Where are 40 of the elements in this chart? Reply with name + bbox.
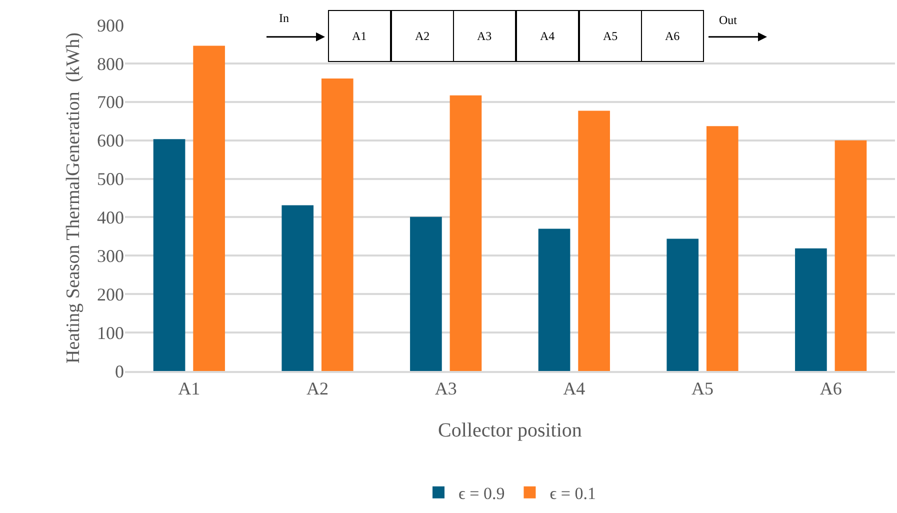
x-tick-label: A5 xyxy=(692,378,714,398)
y-tick-label: 100 xyxy=(97,322,124,343)
bar xyxy=(578,110,610,371)
annotation: A6 xyxy=(664,29,680,43)
legend-label: ϵ = 0.1 xyxy=(550,484,596,503)
y-tick-label: 700 xyxy=(97,92,124,112)
annotation: A2 xyxy=(414,29,430,43)
bar xyxy=(153,139,186,371)
bar xyxy=(450,95,482,371)
y-tick-label: 300 xyxy=(97,246,124,266)
annotation: In xyxy=(279,11,289,25)
x-tick-label: A3 xyxy=(434,378,457,398)
x-tick-label: A2 xyxy=(306,378,328,398)
y-tick-label: 500 xyxy=(97,169,124,190)
x-tick-label: A6 xyxy=(820,378,842,398)
annotation: A5 xyxy=(602,29,618,43)
y-tick-label: 200 xyxy=(97,284,124,304)
annotation: A3 xyxy=(476,29,492,43)
y-tick-label: 400 xyxy=(97,208,124,228)
y-tick-label: 0 xyxy=(115,361,124,382)
bar xyxy=(193,46,225,371)
bar xyxy=(282,205,314,371)
y-tick-label: 600 xyxy=(97,130,124,151)
bar xyxy=(410,216,442,371)
x-tick-label: A1 xyxy=(178,378,200,398)
x-axis-title: Collector position xyxy=(438,419,582,442)
bar xyxy=(321,78,354,371)
bar xyxy=(666,238,699,371)
bar xyxy=(795,248,827,371)
bar xyxy=(834,140,867,371)
annotation: A1 xyxy=(352,29,367,43)
bar xyxy=(538,228,570,371)
legend-label: ϵ = 0.9 xyxy=(458,484,505,503)
annotation: Out xyxy=(719,13,738,27)
annotation: A4 xyxy=(540,29,555,43)
y-tick-label: 900 xyxy=(97,15,124,36)
x-tick-label: A4 xyxy=(563,378,586,398)
y-axis-title: Heating Season ThermalGeneration (kWh) xyxy=(62,32,84,364)
y-tick-label: 800 xyxy=(97,54,124,74)
bar xyxy=(706,126,738,371)
